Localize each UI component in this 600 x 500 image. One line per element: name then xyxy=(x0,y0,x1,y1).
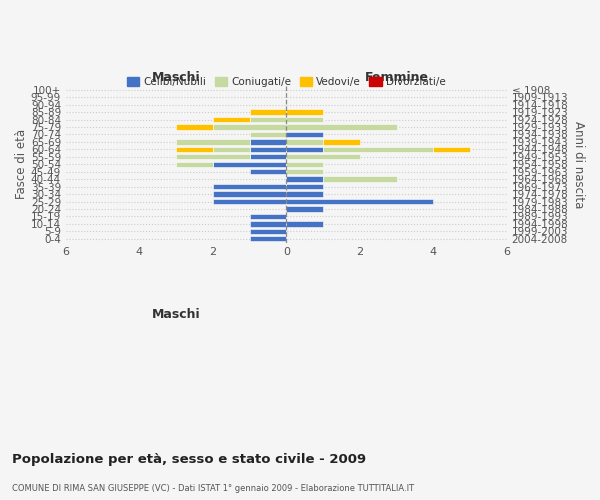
Bar xyxy=(176,124,213,130)
Bar xyxy=(213,162,286,167)
Text: Maschi: Maschi xyxy=(152,72,200,85)
Bar xyxy=(286,146,323,152)
Y-axis label: Fasce di età: Fasce di età xyxy=(15,129,28,200)
Text: Maschi: Maschi xyxy=(152,308,200,321)
Bar xyxy=(286,199,433,204)
Bar xyxy=(250,132,286,137)
Bar xyxy=(286,162,323,167)
Bar xyxy=(323,176,397,182)
Bar xyxy=(213,117,250,122)
Text: Popolazione per età, sesso e stato civile - 2009: Popolazione per età, sesso e stato civil… xyxy=(12,452,366,466)
Bar xyxy=(286,176,323,182)
Bar xyxy=(286,110,323,115)
Text: Femmine: Femmine xyxy=(365,72,428,85)
Bar xyxy=(286,117,323,122)
Bar xyxy=(176,146,213,152)
Bar xyxy=(213,146,250,152)
Bar xyxy=(250,139,286,144)
Bar xyxy=(213,124,286,130)
Bar xyxy=(250,146,286,152)
Bar xyxy=(250,110,286,115)
Bar xyxy=(286,206,323,212)
Bar xyxy=(250,228,286,234)
Y-axis label: Anni di nascita: Anni di nascita xyxy=(572,120,585,208)
Bar xyxy=(323,146,433,152)
Bar xyxy=(323,139,360,144)
Bar xyxy=(250,169,286,174)
Bar xyxy=(176,162,213,167)
Bar xyxy=(286,169,323,174)
Bar xyxy=(286,192,323,196)
Bar xyxy=(286,124,397,130)
Bar xyxy=(286,184,323,190)
Bar xyxy=(250,236,286,242)
Bar xyxy=(286,154,360,160)
Bar xyxy=(433,146,470,152)
Bar xyxy=(213,192,286,196)
Bar xyxy=(286,132,323,137)
Bar xyxy=(286,221,323,226)
Bar xyxy=(250,221,286,226)
Bar xyxy=(176,139,250,144)
Bar xyxy=(250,117,286,122)
Text: COMUNE DI RIMA SAN GIUSEPPE (VC) - Dati ISTAT 1° gennaio 2009 - Elaborazione TUT: COMUNE DI RIMA SAN GIUSEPPE (VC) - Dati … xyxy=(12,484,414,493)
Bar xyxy=(250,154,286,160)
Bar xyxy=(176,154,250,160)
Legend: Celibi/Nubili, Coniugati/e, Vedovi/e, Divorziati/e: Celibi/Nubili, Coniugati/e, Vedovi/e, Di… xyxy=(122,72,450,91)
Bar xyxy=(286,139,323,144)
Bar xyxy=(213,184,286,190)
Bar xyxy=(250,214,286,219)
Bar xyxy=(213,199,286,204)
